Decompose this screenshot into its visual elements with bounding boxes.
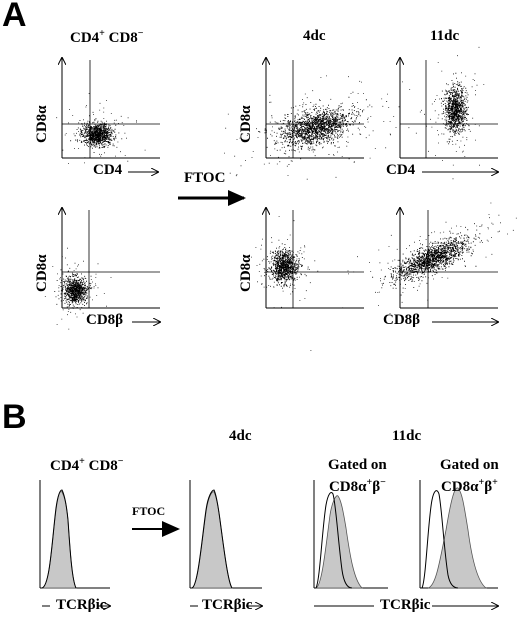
dot-plot-a-11dc-top [400, 37, 498, 180]
y-axis-label-cd8a: CD8α [34, 105, 50, 143]
x-axis-label-cd4: CD4 [386, 162, 416, 178]
dot-plot-a-11dc-bottom [310, 202, 517, 351]
histogram-b-11dc-cd8a-plus-b-minus [313, 480, 388, 589]
ftoc-label: FTOC [132, 504, 166, 518]
x-axis-label-cd8b: CD8β [383, 312, 421, 328]
dot-cloud [42, 93, 146, 164]
x-axis-label-tcrbic: TCRβic [56, 597, 107, 613]
column-label-cd4-cd8: CD4+ CD8− [50, 456, 124, 474]
dot-plot-a-cd4cd8-top [42, 58, 160, 164]
column-label-11dc: 11dc [430, 28, 460, 44]
histogram-b-11dc-cd8a-plus-b-plus [419, 480, 498, 589]
x-axis-label-tcrbic: TCRβic [380, 597, 431, 613]
panel-label-b: B [2, 398, 27, 436]
column-label-11dc: 11dc [392, 428, 422, 444]
ftoc-label: FTOC [184, 170, 226, 186]
x-axis-label-cd8b: CD8β [86, 312, 124, 328]
gate-label-cd8a-plus-b-minus: Gated on CD8α+β− [328, 457, 387, 495]
x-axis-label-tcrbic: TCRβic [202, 597, 253, 613]
histogram-b-4dc [189, 480, 262, 589]
dot-cloud [251, 216, 319, 309]
column-label-4dc: 4dc [303, 28, 326, 44]
dot-cloud [415, 37, 485, 180]
dot-cloud [44, 247, 112, 330]
y-axis-label-cd8a: CD8α [34, 254, 50, 292]
histogram-b-cd4cd8 [39, 480, 110, 589]
y-axis-label-cd8a: CD8α [238, 105, 254, 143]
y-axis-label-cd8a: CD8α [238, 254, 254, 292]
column-label-cd4-cd8: CD4+ CD8− [70, 28, 144, 46]
gate-label-cd8a-plus-b-plus: Gated on CD8α+β+ [440, 457, 499, 495]
panel-label-a: A [2, 0, 27, 34]
dot-plot-a-cd8b-bottom-left [44, 208, 160, 330]
dot-plot-a-4dc-top [224, 58, 422, 180]
column-label-4dc: 4dc [229, 428, 252, 444]
x-axis-label-cd4: CD4 [93, 162, 123, 178]
dot-plot-a-4dc-bottom [251, 208, 364, 309]
